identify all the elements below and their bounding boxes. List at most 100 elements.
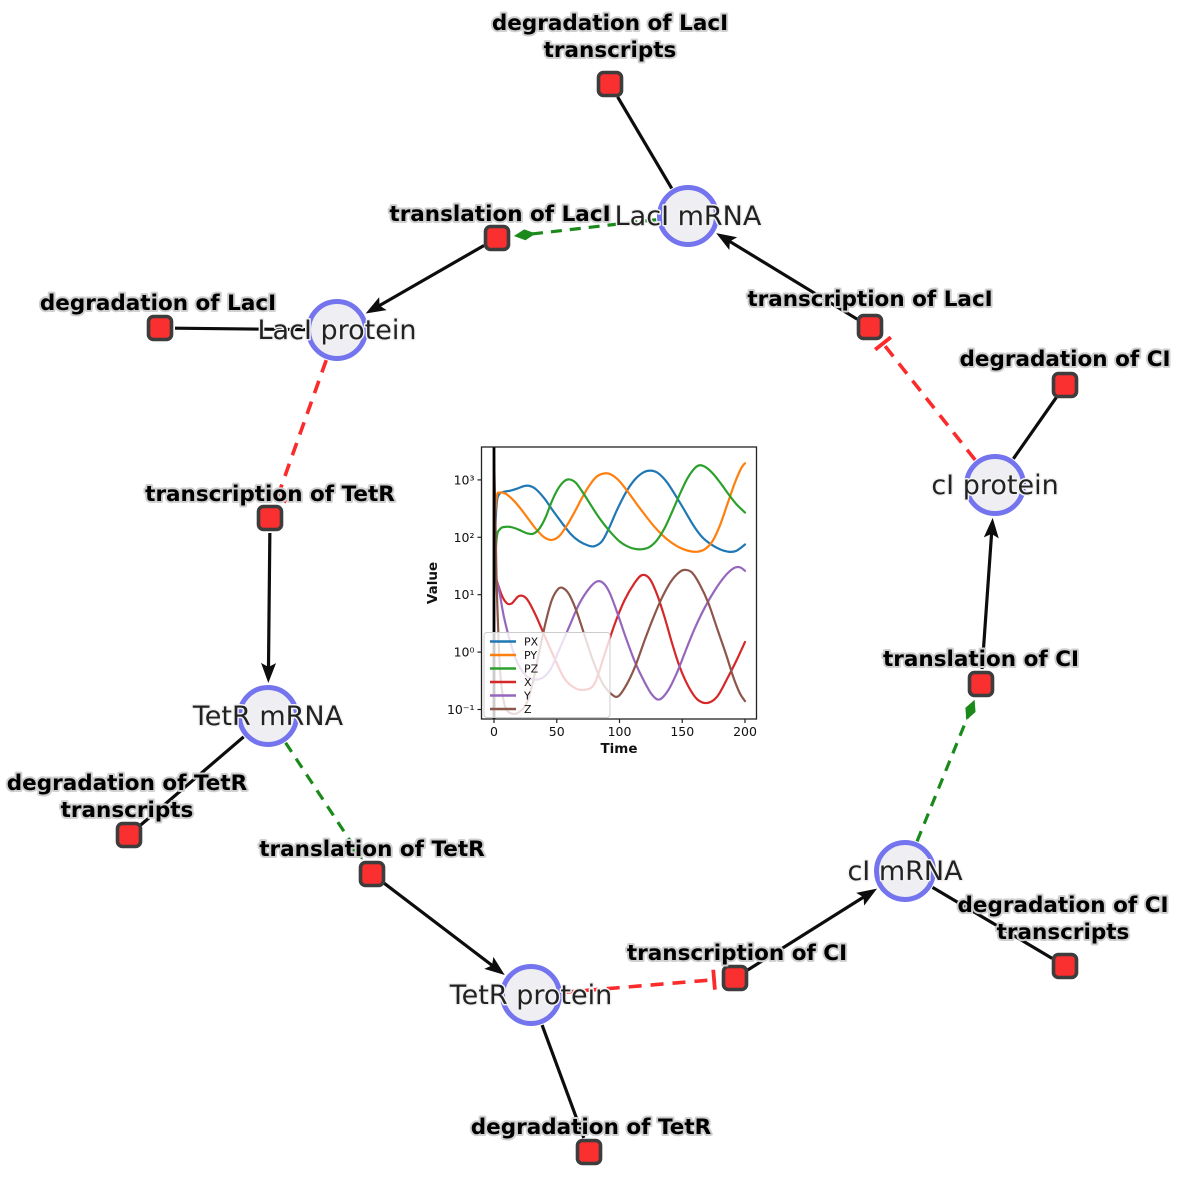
species-label-tetr-protein: TetR protein: [449, 980, 612, 1011]
edge-modifier-laci-mrna-to-translation-of-laci[interactable]: [513, 218, 657, 241]
reaction-node-translation-of-ci[interactable]: [967, 670, 995, 698]
modifier-arrowhead-icon: [513, 229, 536, 241]
edge-reactant-laci-mrna-to-degradation-of-laci-transcripts[interactable]: [616, 96, 674, 190]
modifier-arrowhead-icon: [965, 699, 976, 721]
reaction-node-transcription-of-ci[interactable]: [721, 964, 749, 992]
edge-product-translation-of-laci-to-laci-protein[interactable]: [365, 244, 485, 314]
species-node-tetr-protein[interactable]: [500, 964, 562, 1026]
inhibitor-tee-icon: [266, 493, 288, 504]
reaction-node-degradation-of-laci-transcripts[interactable]: [596, 70, 624, 98]
reactant-line: [1012, 396, 1058, 460]
inhibitor-dashed-line: [275, 359, 328, 499]
reaction-node-transcription-of-laci[interactable]: [856, 313, 884, 341]
y-tick-label: 10¹: [454, 587, 475, 602]
reaction-node-degradation-of-ci[interactable]: [1051, 371, 1079, 399]
series-line-PX: [492, 469, 747, 556]
reaction-node-degradation-of-tetr[interactable]: [575, 1138, 603, 1166]
x-tick-label: 150: [670, 724, 694, 739]
arrowhead-icon: [365, 297, 387, 314]
edge-product-translation-of-ci-to-ci-protein[interactable]: [980, 517, 999, 670]
legend-label-X: X: [524, 676, 532, 689]
edge-inhibitor-tetr-protein-to-transcription-of-ci[interactable]: [562, 969, 717, 995]
x-tick-label: 200: [733, 724, 757, 739]
arrowhead-icon: [484, 956, 505, 976]
series-line-PY: [492, 462, 747, 553]
edge-reactant-tetr-mrna-to-degradation-of-tetr-transcripts[interactable]: [139, 735, 245, 827]
reaction-node-translation-of-laci[interactable]: [483, 224, 511, 252]
edges-layer: [139, 96, 1058, 1139]
species-label-ci-protein: cI protein: [931, 470, 1058, 501]
reaction-label-translation-of-ci: translation of CI: [883, 647, 1079, 672]
reactant-line: [174, 326, 306, 332]
series-line-X: [492, 570, 747, 705]
reaction-label-translation-of-tetr: translation of TetR: [259, 837, 485, 862]
series-line-PZ: [492, 464, 747, 596]
modifier-arrowhead-icon: [350, 841, 363, 860]
y-tick-label: 10⁰: [454, 645, 475, 660]
reaction-label-degradation-of-laci-transcripts: degradation of LacI transcripts: [492, 11, 728, 63]
reaction-node-translation-of-tetr[interactable]: [358, 860, 386, 888]
edge-modifier-tetr-mrna-to-translation-of-tetr[interactable]: [284, 741, 363, 860]
x-tick-label: 50: [549, 724, 565, 739]
product-line: [375, 244, 485, 309]
reaction-node-degradation-of-ci-transcripts[interactable]: [1051, 952, 1079, 980]
edge-product-transcription-of-ci-to-ci-mrna[interactable]: [746, 888, 878, 972]
species-label-tetr-mrna: TetR mRNA: [192, 701, 344, 732]
reaction-label-transcription-of-laci: transcription of LacI: [747, 287, 992, 312]
product-line: [725, 238, 859, 321]
reactant-line: [931, 885, 1053, 960]
edge-reactant-laci-protein-to-degradation-of-laci[interactable]: [174, 326, 306, 332]
species-label-laci-protein: LacI protein: [258, 315, 417, 346]
edge-inhibitor-ci-protein-to-transcription-of-laci[interactable]: [874, 335, 977, 462]
species-node-ci-mrna[interactable]: [874, 840, 936, 902]
edge-product-translation-of-tetr-to-tetr-protein[interactable]: [382, 881, 505, 976]
reaction-label-degradation-of-tetr-transcripts: degradation of TetR transcripts: [7, 771, 248, 823]
edge-product-transcription-of-tetr-to-tetr-mrna[interactable]: [261, 532, 277, 684]
species-node-tetr-mrna[interactable]: [237, 685, 299, 747]
edge-reactant-ci-mrna-to-degradation-of-ci-transcripts[interactable]: [931, 885, 1053, 960]
product-line: [980, 529, 994, 670]
y-tick-label: 10³: [454, 472, 475, 487]
legend-box: [483, 632, 611, 718]
product-line: [382, 881, 497, 970]
x-tick-label: 100: [608, 724, 632, 739]
y-tick-label: 10²: [454, 530, 475, 545]
reaction-label-degradation-of-laci: degradation of LacI: [40, 291, 276, 316]
edge-inhibitor-laci-protein-to-transcription-of-tetr[interactable]: [266, 359, 328, 504]
modifier-dashed-line: [284, 741, 356, 848]
reaction-label-transcription-of-ci: transcription of CI: [627, 941, 847, 966]
inhibitor-tee-icon: [874, 335, 893, 352]
x-axis-title: Time: [600, 741, 637, 757]
reactant-line: [540, 1024, 586, 1139]
y-tick-label: 10⁻¹: [447, 702, 475, 717]
species-node-ci-protein[interactable]: [964, 454, 1026, 516]
x-tick-label: 0: [490, 724, 498, 739]
reactant-line: [139, 735, 245, 827]
reaction-node-transcription-of-tetr[interactable]: [256, 504, 284, 532]
species-label-laci-mrna: LacI mRNA: [615, 201, 762, 232]
reaction-label-degradation-of-tetr: degradation of TetR: [471, 1115, 712, 1140]
reaction-label-translation-of-laci: translation of LacI: [389, 202, 610, 227]
species-node-laci-mrna[interactable]: [657, 185, 719, 247]
edge-reactant-tetr-protein-to-degradation-of-tetr[interactable]: [540, 1024, 586, 1139]
edge-reactant-ci-protein-to-degradation-of-ci[interactable]: [1012, 396, 1058, 460]
arrowhead-icon: [856, 888, 878, 906]
arrowhead-icon: [261, 662, 277, 684]
labels-layer: LacI mRNA LacI protein TetR mRNA TetR prote…: [5, 9, 1173, 1142]
species-node-laci-protein[interactable]: [306, 299, 368, 361]
product-line: [746, 893, 868, 972]
legend-label-PX: PX: [524, 635, 539, 648]
reaction-node-degradation-of-laci[interactable]: [146, 314, 174, 342]
legend-label-PZ: PZ: [524, 662, 539, 675]
legend-label-PY: PY: [524, 649, 537, 662]
reaction-node-degradation-of-tetr-transcripts[interactable]: [115, 821, 143, 849]
inhibitor-dashed-line: [562, 977, 715, 995]
reaction-label-transcription-of-tetr: transcription of TetR: [145, 482, 395, 507]
reaction-label-degradation-of-ci-transcripts: degradation of CI transcripts: [958, 893, 1169, 945]
arrowhead-icon: [983, 517, 999, 539]
edge-product-transcription-of-laci-to-laci-mrna[interactable]: [716, 233, 859, 321]
edge-modifier-ci-mrna-to-translation-of-ci[interactable]: [915, 699, 976, 842]
